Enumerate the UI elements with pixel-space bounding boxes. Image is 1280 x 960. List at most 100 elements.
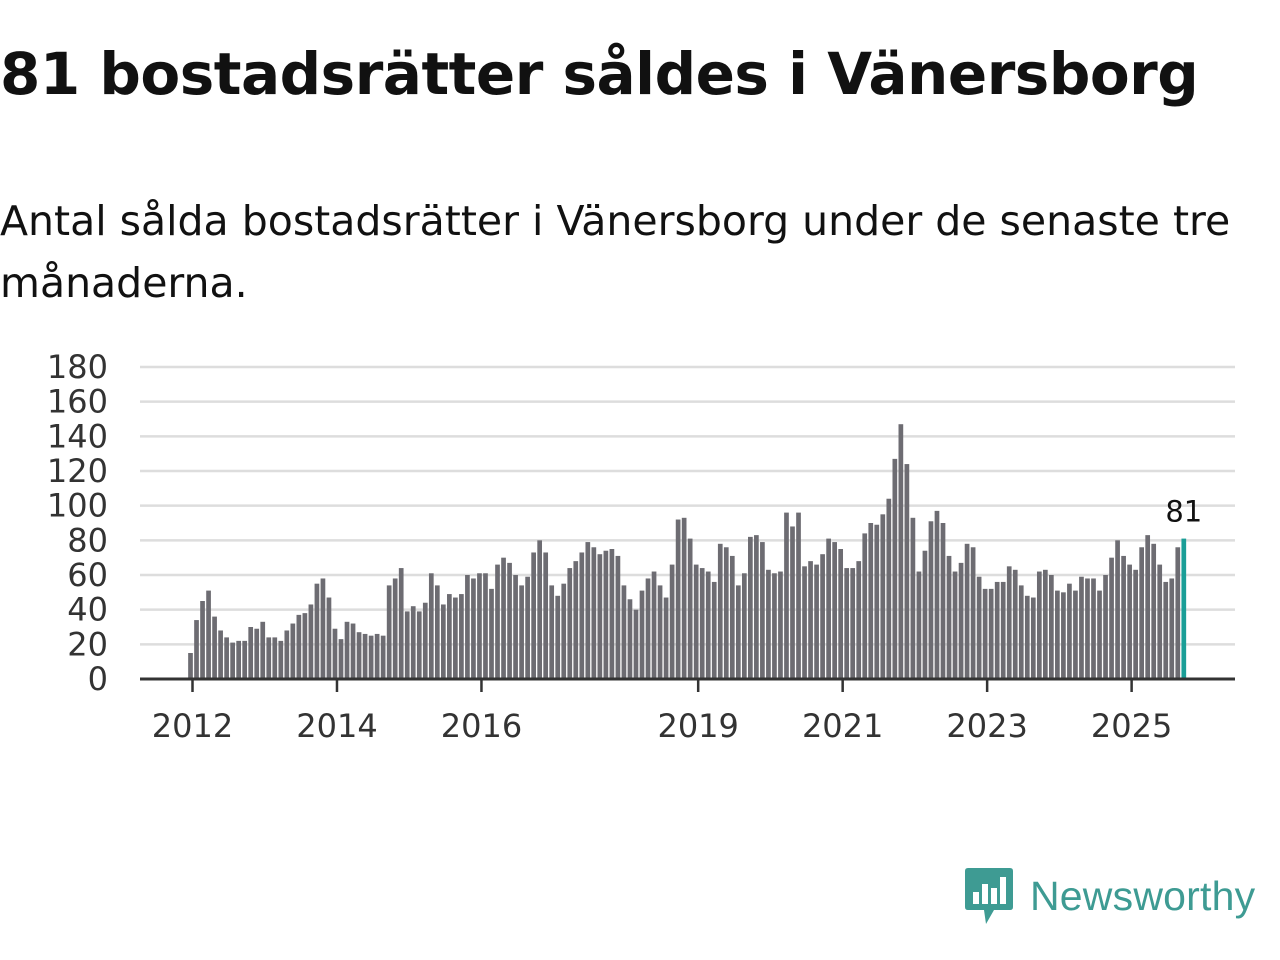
bar: [916, 571, 922, 679]
bar: [904, 464, 910, 679]
bar: [519, 585, 524, 679]
bar: [447, 594, 452, 679]
bar: [374, 633, 380, 679]
bar: [802, 566, 807, 679]
bar: [627, 599, 633, 679]
bar: [465, 575, 470, 679]
bar: [314, 583, 320, 679]
x-tick-label: 2021: [802, 707, 883, 745]
bar: [579, 552, 585, 679]
bar: [693, 564, 699, 679]
bar: [874, 524, 880, 679]
bar: [1049, 575, 1054, 679]
bar: [1030, 597, 1036, 679]
bar: [1103, 575, 1108, 679]
highlight-value-label: 81: [1165, 495, 1202, 529]
bar: [296, 614, 302, 679]
bar: [814, 564, 819, 679]
bar: [1157, 564, 1163, 679]
bar: [440, 604, 446, 679]
bar: [838, 549, 844, 679]
bar: [784, 512, 789, 679]
bar: [1012, 569, 1018, 679]
bar: [368, 635, 374, 679]
bar: [826, 538, 831, 679]
bar: [567, 568, 573, 679]
bar: [772, 573, 777, 679]
bar: [850, 568, 856, 679]
bar: [254, 628, 260, 679]
bar: [356, 632, 362, 679]
bar: [615, 555, 621, 679]
bar: [657, 585, 663, 679]
bar: [230, 642, 235, 679]
bar: [940, 523, 946, 679]
x-tick-label: 2023: [946, 707, 1027, 745]
bar: [236, 640, 242, 679]
x-tick-label: 2025: [1091, 707, 1172, 745]
y-tick-label: 20: [67, 625, 108, 663]
bar: [326, 597, 332, 679]
bar: [760, 542, 765, 679]
y-tick-label: 180: [47, 348, 108, 386]
bar: [705, 571, 711, 679]
bar: [272, 637, 278, 679]
bar: [302, 613, 308, 679]
bar: [1151, 543, 1157, 679]
bar: [982, 588, 988, 679]
bar: [862, 533, 868, 679]
bar: [922, 550, 928, 679]
bar: [573, 561, 579, 679]
x-axis-ticks: 2012 2014 2016 2019 2021 2023 2025: [152, 679, 1172, 745]
bar: [344, 621, 350, 679]
bar: [206, 590, 211, 679]
bar: [892, 458, 898, 679]
bars: [188, 424, 1187, 679]
bar: [1169, 578, 1175, 679]
bar: [766, 569, 771, 679]
bar: [483, 573, 488, 679]
bar: [1139, 547, 1145, 679]
bar: [934, 510, 940, 679]
bar: [188, 653, 193, 679]
bar: [422, 602, 428, 679]
bar: [645, 578, 651, 679]
bar: [717, 543, 723, 679]
bar: [1079, 576, 1084, 679]
bar: [284, 630, 290, 679]
bar: [555, 595, 561, 679]
bar: [1163, 581, 1169, 679]
bar: [410, 606, 416, 679]
bar: [886, 498, 892, 679]
bar: [976, 576, 982, 679]
annotations: 81: [1165, 495, 1202, 529]
bar: [796, 512, 801, 679]
bar: [398, 568, 404, 679]
bar: [477, 573, 482, 679]
bar: [290, 623, 296, 679]
bar: [958, 562, 964, 679]
bar: [856, 561, 862, 679]
bar: [778, 571, 783, 679]
bar: [501, 557, 506, 679]
bar: [735, 585, 741, 679]
bar: [338, 639, 344, 679]
y-tick-label: 60: [67, 556, 108, 594]
bar: [609, 549, 615, 679]
bar: [832, 542, 837, 679]
bar: [194, 620, 199, 679]
bar: [549, 585, 555, 679]
bar: [434, 585, 440, 679]
y-tick-label: 100: [47, 487, 108, 525]
bar: [928, 521, 934, 679]
bar: [362, 633, 368, 679]
bar: [741, 573, 747, 679]
bar: [729, 555, 735, 679]
y-tick-label: 80: [67, 521, 108, 559]
bar: [970, 547, 976, 679]
bar: [308, 604, 314, 679]
bar: [1133, 569, 1138, 679]
bar: [1006, 566, 1012, 679]
